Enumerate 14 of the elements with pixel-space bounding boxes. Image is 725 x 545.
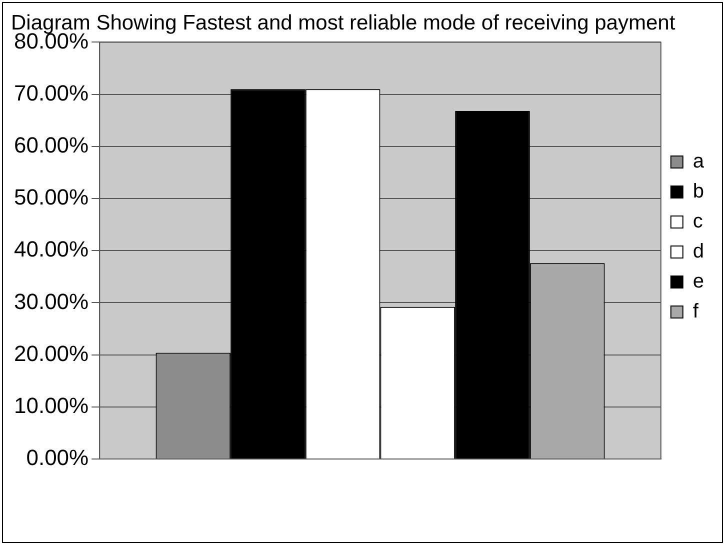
y-tick-label: 0.00% <box>26 445 89 470</box>
y-tick-label: 60.00% <box>14 132 89 158</box>
y-tick-label: 30.00% <box>14 288 89 314</box>
y-tick-label: 70.00% <box>14 80 89 106</box>
legend-label: d <box>692 240 704 263</box>
y-tick-label: 50.00% <box>14 184 89 210</box>
legend-label: b <box>692 180 704 203</box>
legend-label: e <box>692 270 704 293</box>
y-tick-label: 10.00% <box>14 392 89 418</box>
legend-label: c <box>692 210 703 233</box>
y-tick-label: 20.00% <box>14 340 89 366</box>
legend-label: a <box>692 150 705 173</box>
legend-label: f <box>692 300 699 323</box>
y-tick-label: 40.00% <box>14 236 89 262</box>
